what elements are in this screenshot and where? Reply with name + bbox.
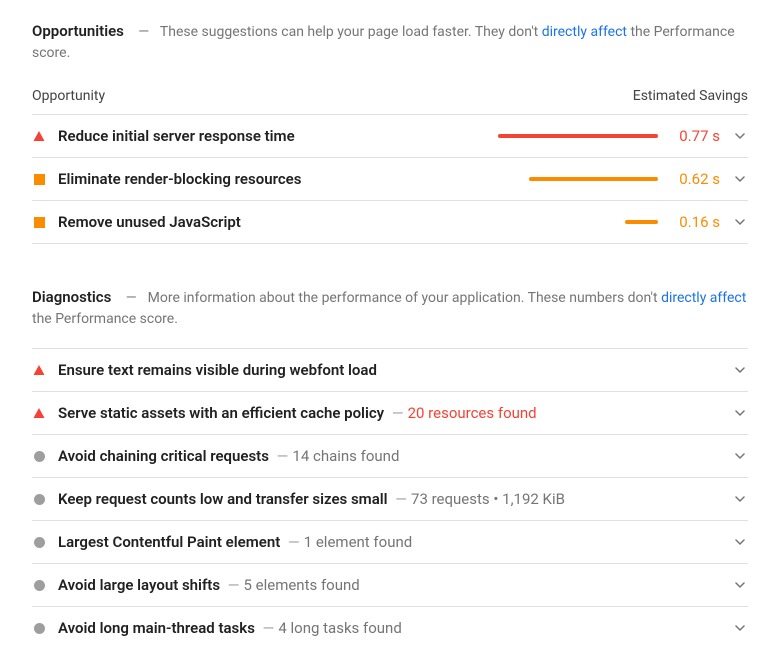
desc-suffix: the Performance score. [32, 311, 178, 327]
chevron-down-icon[interactable] [732, 367, 748, 373]
diagnostics-header: Diagnostics — More information about the… [32, 286, 748, 330]
diagnostic-detail: 14 chains found [292, 447, 399, 465]
severity-grey-icon [32, 451, 46, 462]
desc-prefix: More information about the performance o… [148, 290, 661, 306]
chevron-down-icon[interactable] [732, 410, 748, 416]
severity-red-icon [32, 130, 46, 142]
severity-grey-icon [32, 494, 46, 505]
severity-grey-icon [32, 537, 46, 548]
opportunity-label: Reduce initial server response time [58, 127, 295, 145]
chevron-down-icon[interactable] [732, 625, 748, 631]
diagnostics-list: Ensure text remains visible during webfo… [32, 348, 748, 649]
savings-bar-track [498, 220, 658, 224]
severity-grey-icon [32, 580, 46, 591]
chevron-down-icon[interactable] [732, 539, 748, 545]
chevron-down-icon[interactable] [732, 582, 748, 588]
chevron-down-icon[interactable] [732, 133, 748, 139]
savings-value: 0.77 s [670, 127, 720, 145]
separator-dash: — [228, 576, 240, 594]
separator-dash: — [277, 447, 289, 465]
diagnostic-row[interactable]: Avoid long main-thread tasks —4 long tas… [32, 606, 748, 649]
directly-affect-link[interactable]: directly affect [661, 290, 746, 306]
severity-red-icon [32, 364, 46, 376]
diagnostic-label: Serve static assets with an efficient ca… [58, 404, 720, 422]
diagnostic-label-text: Keep request counts low and transfer siz… [58, 490, 388, 508]
opportunity-row[interactable]: Eliminate render-blocking resources 0.62 … [32, 157, 748, 200]
diagnostic-label: Avoid long main-thread tasks —4 long tas… [58, 619, 720, 637]
diagnostic-row[interactable]: Ensure text remains visible during webfo… [32, 348, 748, 391]
savings-value: 0.62 s [670, 170, 720, 188]
desc-prefix: These suggestions can help your page loa… [160, 24, 542, 40]
savings-value: 0.16 s [670, 213, 720, 231]
diagnostic-label: Avoid chaining critical requests —14 cha… [58, 447, 720, 465]
separator-dash: — [395, 490, 407, 508]
savings-bar-fill [625, 220, 658, 224]
diagnostic-label: Avoid large layout shifts —5 elements fo… [58, 576, 720, 594]
diagnostic-detail: 73 requests • 1,192 KiB [411, 490, 565, 508]
savings-bar-fill [498, 134, 658, 138]
diagnostic-label-text: Avoid chaining critical requests [58, 447, 269, 465]
savings-bar-fill [529, 177, 658, 181]
diagnostic-label-text: Ensure text remains visible during webfo… [58, 361, 377, 379]
diagnostic-label-text: Largest Contentful Paint element [58, 533, 280, 551]
diagnostic-label: Largest Contentful Paint element —1 elem… [58, 533, 720, 551]
opportunity-row[interactable]: Remove unused JavaScript 0.16 s [32, 200, 748, 244]
column-savings: Estimated Savings [633, 88, 748, 104]
separator-dash: — [263, 619, 275, 637]
severity-orange-icon [32, 174, 46, 185]
diagnostic-label-text: Avoid large layout shifts [58, 576, 220, 594]
chevron-down-icon[interactable] [732, 219, 748, 225]
opportunity-label: Remove unused JavaScript [58, 213, 241, 231]
diagnostic-row[interactable]: Avoid chaining critical requests —14 cha… [32, 434, 748, 477]
separator-dash: — [131, 24, 152, 40]
diagnostic-row[interactable]: Largest Contentful Paint element —1 elem… [32, 520, 748, 563]
directly-affect-link[interactable]: directly affect [542, 24, 627, 40]
diagnostics-section: Diagnostics — More information about the… [32, 286, 748, 649]
opportunity-row[interactable]: Reduce initial server response time 0.77 … [32, 114, 748, 157]
separator-dash: — [392, 404, 404, 422]
chevron-down-icon[interactable] [732, 453, 748, 459]
separator-dash: — [119, 290, 140, 306]
diagnostics-title: Diagnostics [32, 288, 111, 306]
diagnostic-row[interactable]: Keep request counts low and transfer siz… [32, 477, 748, 520]
diagnostic-row[interactable]: Serve static assets with an efficient ca… [32, 391, 748, 434]
separator-dash: — [288, 533, 300, 551]
savings-bar-track [498, 134, 658, 138]
severity-red-icon [32, 407, 46, 419]
diagnostic-detail: 4 long tasks found [278, 619, 401, 637]
opportunities-section: Opportunities — These suggestions can he… [32, 20, 748, 244]
opportunity-label: Eliminate render-blocking resources [58, 170, 301, 188]
diagnostic-row[interactable]: Avoid large layout shifts —5 elements fo… [32, 563, 748, 606]
opportunities-columns: Opportunity Estimated Savings [32, 82, 748, 114]
column-opportunity: Opportunity [32, 88, 105, 104]
chevron-down-icon[interactable] [732, 496, 748, 502]
diagnostic-detail: 5 elements found [243, 576, 359, 594]
diagnostic-label-text: Serve static assets with an efficient ca… [58, 404, 384, 422]
chevron-down-icon[interactable] [732, 176, 748, 182]
savings-bar-track [498, 177, 658, 181]
diagnostic-label: Keep request counts low and transfer siz… [58, 490, 720, 508]
diagnostic-detail: 20 resources found [408, 404, 537, 422]
severity-orange-icon [32, 217, 46, 228]
opportunities-header: Opportunities — These suggestions can he… [32, 20, 748, 64]
diagnostic-label: Ensure text remains visible during webfo… [58, 361, 720, 379]
diagnostic-detail: 1 element found [304, 533, 413, 551]
opportunities-title: Opportunities [32, 22, 124, 40]
opportunities-list: Reduce initial server response time 0.77 … [32, 114, 748, 244]
severity-grey-icon [32, 623, 46, 634]
diagnostic-label-text: Avoid long main-thread tasks [58, 619, 255, 637]
